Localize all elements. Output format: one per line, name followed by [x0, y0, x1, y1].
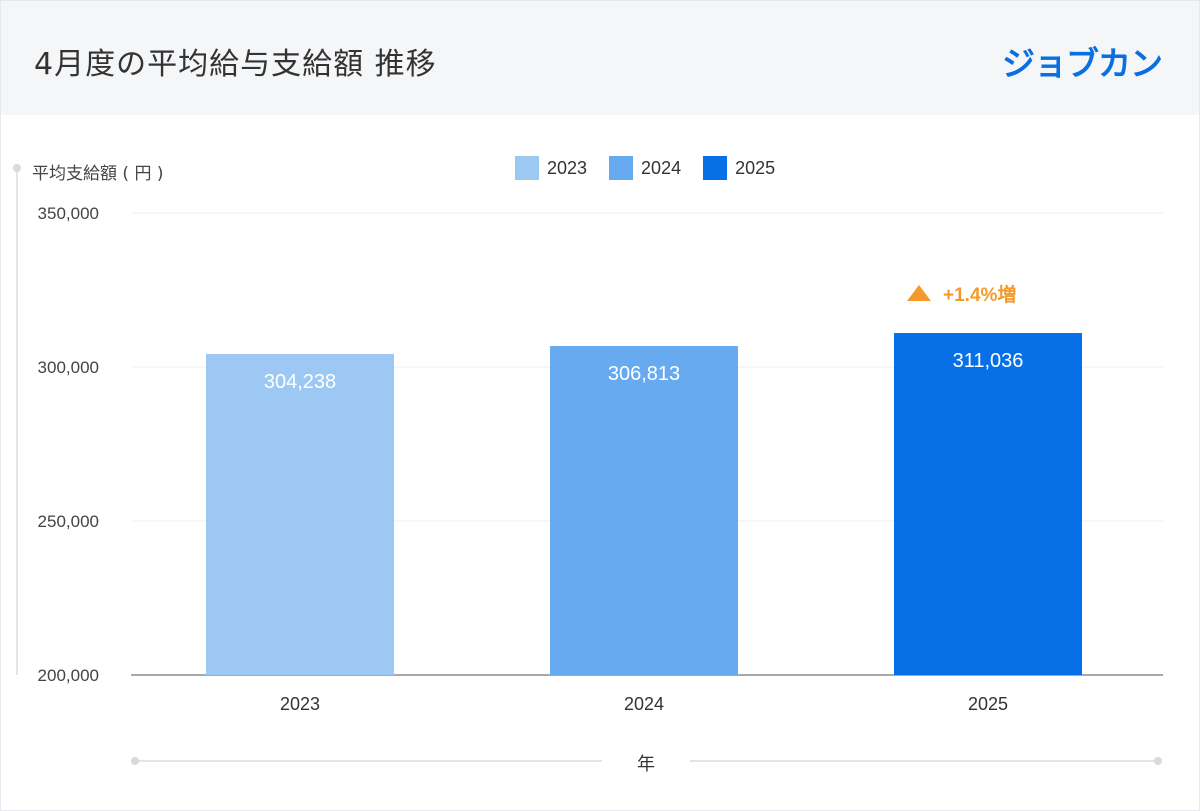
legend-item-2025: 2025	[703, 156, 775, 180]
x-tick-label: 2024	[624, 694, 664, 714]
y-axis-title: 平均支給額 ( 円 )	[32, 164, 164, 184]
legend-swatch	[609, 156, 634, 180]
legend-swatch	[703, 156, 728, 180]
x-axis-title: 年	[637, 754, 655, 775]
up-triangle-icon	[907, 284, 931, 301]
jobcan-logo: ジョブカン	[1002, 44, 1163, 83]
bar-value-label: 304,238	[264, 371, 336, 393]
y-tick-label: 300,000	[38, 358, 99, 377]
bar-value-label: 306,813	[608, 363, 680, 385]
growth-annotation: +1.4%増	[907, 280, 1016, 307]
bar-2023	[206, 353, 394, 675]
legend-swatch	[515, 156, 539, 180]
bars: 304,238 2023 306,813 2024 311,036 2025	[206, 333, 1082, 714]
y-tick-label: 250,000	[38, 512, 99, 531]
header: 4月度の平均給与支給額 推移 ジョブカン	[1, 1, 1199, 115]
legend-item-2024: 2024	[609, 156, 681, 180]
y-tick-label: 200,000	[38, 666, 99, 685]
bar-2024	[550, 346, 738, 675]
legend: 2023 2024 2025	[515, 156, 797, 180]
y-axis-dot	[13, 164, 21, 172]
x-tick-label: 2023	[280, 694, 320, 714]
x-tick-label: 2025	[968, 694, 1008, 714]
growth-text: +1.4%増	[943, 285, 1017, 306]
y-tick-label: 350,000	[38, 204, 99, 223]
bar-value-label: 311,036	[953, 350, 1024, 372]
page-title: 4月度の平均給与支給額 推移	[34, 47, 437, 82]
legend-label: 2023	[547, 157, 588, 178]
legend-label: 2025	[735, 157, 776, 178]
bar-2025	[894, 333, 1082, 675]
x-axis-dot-right	[1154, 757, 1162, 765]
legend-item-2023: 2023	[515, 156, 587, 180]
x-axis-dot-left	[131, 757, 139, 765]
legend-label: 2024	[641, 157, 682, 178]
